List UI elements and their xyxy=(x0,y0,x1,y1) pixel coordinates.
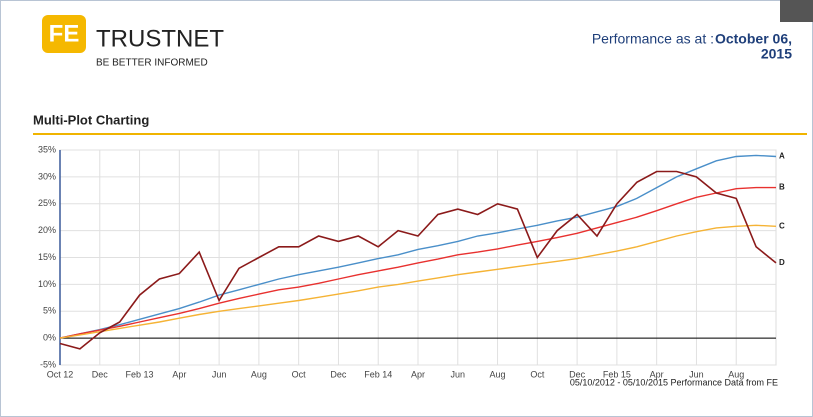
x-tick-label: Feb 15 xyxy=(603,369,631,379)
y-tick-label: 15% xyxy=(38,252,56,262)
logo: FE xyxy=(49,20,80,47)
series-line xyxy=(59,186,776,339)
brand: TRUSTNET xyxy=(96,25,224,52)
y-tick-label: 20% xyxy=(38,225,56,235)
y-tick-label: 35% xyxy=(38,144,56,154)
series-label: D xyxy=(779,258,785,267)
series-line xyxy=(59,170,777,350)
x-tick-label: Dec xyxy=(330,369,347,379)
y-tick-label: -5% xyxy=(40,359,56,369)
x-tick-label: Jun xyxy=(689,369,704,379)
x-tick-label: Oct xyxy=(292,369,307,379)
x-tick-label: Jun xyxy=(212,369,227,379)
series-label: B xyxy=(779,183,785,192)
x-tick-label: Oct xyxy=(530,369,545,379)
x-tick-label: Aug xyxy=(251,369,267,379)
x-tick-label: Aug xyxy=(490,369,506,379)
section-title: Multi-Plot Charting xyxy=(33,112,149,127)
x-tick-label: Apr xyxy=(172,369,186,379)
pdf-icon[interactable] xyxy=(780,0,813,22)
x-tick-label: Jun xyxy=(451,369,466,379)
tagline: BE BETTER INFORMED xyxy=(96,58,208,69)
x-tick-label: Apr xyxy=(411,369,425,379)
logo-box xyxy=(42,15,86,53)
y-tick-label: 0% xyxy=(43,333,56,343)
y-tick-label: 25% xyxy=(38,198,56,208)
performance-label: Performance as at : xyxy=(592,31,714,47)
y-tick-label: 5% xyxy=(43,306,56,316)
y-tick-label: 30% xyxy=(38,171,56,181)
x-tick-label: Feb 13 xyxy=(126,369,154,379)
x-tick-label: Aug xyxy=(728,369,744,379)
series-line xyxy=(59,224,777,339)
x-tick-label: Feb 14 xyxy=(364,369,392,379)
footer-note: 05/10/2012 - 05/10/2015 Performance Data… xyxy=(570,377,778,387)
x-tick-label: Oct 12 xyxy=(47,369,74,379)
series-label: A xyxy=(779,152,785,161)
series-line xyxy=(59,154,777,339)
x-tick-label: Dec xyxy=(92,369,109,379)
performance-year: 2015 xyxy=(761,46,792,62)
y-tick-label: 10% xyxy=(38,279,56,289)
x-tick-label: Dec xyxy=(569,369,586,379)
performance-date: October 06, xyxy=(715,31,792,47)
x-tick-label: Apr xyxy=(650,369,664,379)
series-label: C xyxy=(779,221,785,230)
